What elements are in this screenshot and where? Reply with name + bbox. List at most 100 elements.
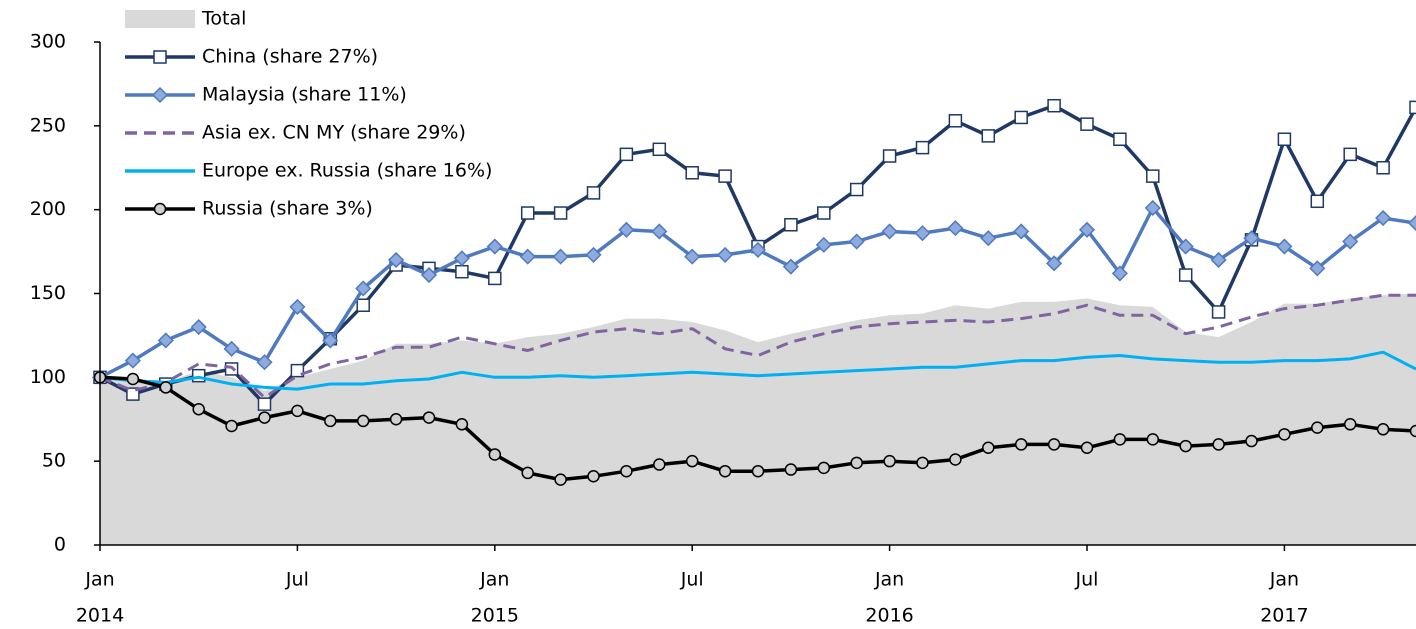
legend-label: Asia ex. CN MY (share 29%) — [202, 122, 466, 144]
marker — [553, 206, 568, 220]
marker — [455, 418, 469, 431]
marker — [685, 166, 699, 180]
marker — [749, 241, 767, 258]
x-tick-label: Jul — [680, 569, 704, 591]
marker — [1111, 265, 1128, 282]
marker — [717, 246, 734, 263]
marker — [784, 463, 798, 476]
marker — [848, 233, 865, 250]
marker — [420, 266, 438, 284]
marker — [1407, 215, 1416, 232]
marker — [915, 140, 930, 155]
marker — [1409, 424, 1416, 438]
x-tick-label: Jan — [874, 569, 904, 591]
marker — [882, 149, 897, 163]
marker — [782, 258, 799, 275]
marker — [1245, 434, 1258, 448]
marker — [157, 332, 174, 349]
marker — [1311, 421, 1324, 434]
marker — [850, 456, 863, 470]
marker — [948, 114, 963, 128]
marker — [684, 248, 701, 265]
marker — [1277, 132, 1292, 146]
marker — [356, 414, 370, 428]
marker — [1144, 199, 1161, 217]
plot-area — [91, 98, 1416, 545]
x-tick-label: Jul — [285, 569, 309, 591]
marker — [1078, 221, 1096, 238]
marker — [356, 298, 370, 312]
line — [99, 293, 1416, 399]
marker — [1310, 194, 1325, 209]
legend-marker — [151, 86, 169, 104]
marker — [455, 264, 469, 279]
marker — [849, 182, 864, 197]
marker — [190, 318, 207, 336]
marker — [1343, 147, 1357, 162]
marker — [1210, 251, 1227, 269]
legend-label: China (share 27%) — [202, 46, 378, 68]
y-tick-label: 150 — [30, 282, 66, 304]
marker — [1014, 438, 1028, 451]
marker — [982, 441, 995, 455]
marker — [1046, 255, 1063, 272]
marker — [159, 381, 173, 394]
legend-marker — [153, 202, 167, 216]
marker — [653, 458, 666, 471]
marker — [652, 142, 667, 157]
marker — [1146, 433, 1160, 446]
y-tick-label: 300 — [30, 31, 66, 53]
marker — [1276, 238, 1293, 255]
marker — [718, 464, 732, 478]
marker — [751, 464, 765, 478]
marker — [1113, 433, 1127, 446]
marker — [883, 454, 896, 468]
marker — [1080, 441, 1094, 455]
marker — [817, 206, 831, 220]
series — [91, 199, 1416, 386]
marker — [916, 456, 929, 470]
y-tick-label: 200 — [30, 198, 66, 220]
x-tick-label: Jan — [1269, 569, 1299, 591]
legend-label: Malaysia (share 11%) — [202, 84, 407, 106]
marker — [1080, 117, 1094, 131]
marker — [486, 238, 503, 255]
marker — [587, 470, 600, 483]
marker — [258, 411, 271, 424]
marker — [488, 271, 502, 286]
marker — [1047, 438, 1061, 451]
marker — [290, 363, 305, 378]
marker — [422, 411, 436, 424]
marker — [521, 466, 534, 480]
marker — [192, 402, 205, 416]
x-year-label: 2015 — [471, 605, 519, 627]
x-year-label: 2014 — [76, 605, 124, 627]
y-tick-label: 0 — [54, 534, 66, 556]
marker — [1278, 428, 1291, 441]
marker — [1179, 439, 1192, 453]
legend-swatch — [125, 10, 195, 28]
marker — [191, 368, 206, 383]
x-tick-label: Jan — [84, 569, 114, 591]
marker — [126, 372, 140, 386]
marker — [520, 206, 535, 220]
marker — [1211, 305, 1226, 319]
series — [93, 371, 1416, 486]
marker — [289, 298, 306, 315]
marker — [322, 332, 339, 349]
series — [99, 350, 1416, 391]
marker — [718, 169, 732, 183]
marker — [291, 404, 304, 418]
marker — [389, 413, 403, 426]
marker — [1014, 110, 1028, 125]
marker — [355, 280, 372, 297]
x-year-label: 2016 — [865, 605, 913, 627]
marker — [1309, 260, 1326, 277]
marker — [488, 448, 502, 461]
marker — [257, 397, 272, 411]
series — [99, 293, 1416, 399]
marker — [784, 218, 798, 232]
marker — [1177, 238, 1194, 255]
marker — [1212, 438, 1225, 451]
